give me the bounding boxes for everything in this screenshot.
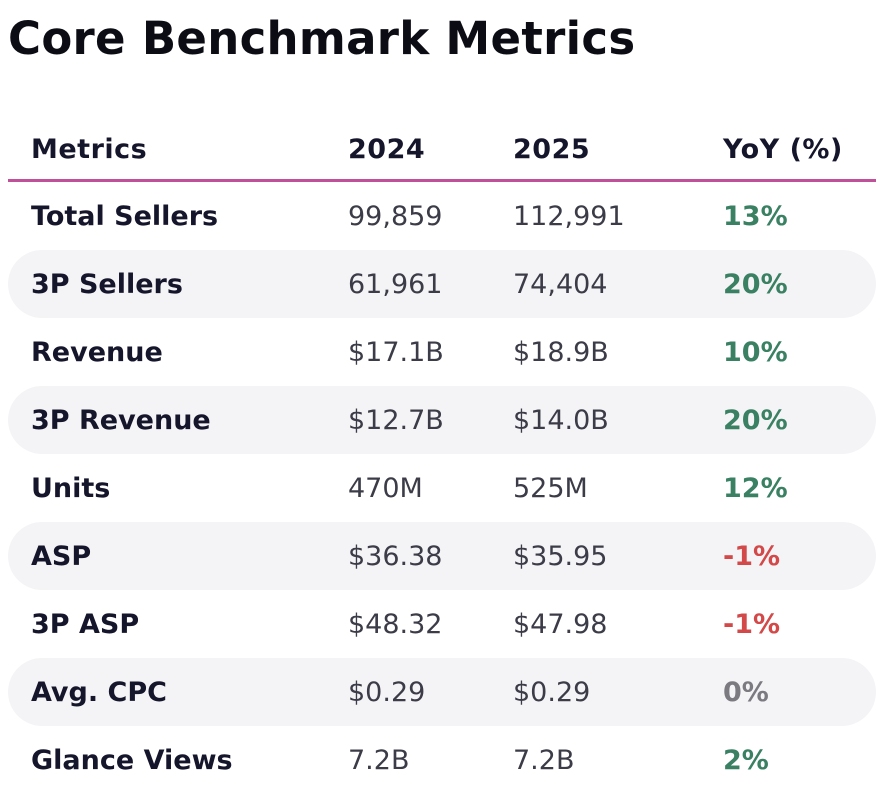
value-2024: 99,859 (348, 200, 443, 232)
header-2025: 2025 (513, 134, 591, 165)
metrics-table: Metrics 2024 2025 YoY (%) Total Sellers … (8, 120, 876, 794)
yoy-value: 13% (723, 200, 788, 232)
table-row: 3P Sellers 61,961 74,404 20% (8, 250, 876, 318)
value-2025: $47.98 (513, 608, 608, 640)
yoy-value: -1% (723, 608, 781, 640)
value-2024: $0.29 (348, 676, 426, 708)
table-row: ASP $36.38 $35.95 -1% (8, 522, 876, 590)
yoy-value: 0% (723, 676, 769, 708)
header-metrics: Metrics (31, 134, 148, 165)
yoy-value: 2% (723, 744, 769, 776)
yoy-value: 20% (723, 268, 788, 300)
table-row: 3P Revenue $12.7B $14.0B 20% (8, 386, 876, 454)
header-2024: 2024 (348, 134, 426, 165)
value-2025: $18.9B (513, 336, 609, 368)
metric-name: Revenue (31, 336, 163, 368)
table-row: Revenue $17.1B $18.9B 10% (8, 318, 876, 386)
yoy-value: 12% (723, 472, 788, 504)
header-yoy: YoY (%) (723, 134, 843, 165)
table-header: Metrics 2024 2025 YoY (%) (8, 120, 876, 182)
table-row: Total Sellers 99,859 112,991 13% (8, 182, 876, 250)
metric-name: ASP (31, 540, 92, 572)
value-2025: 7.2B (513, 744, 575, 776)
value-2024: $12.7B (348, 404, 444, 436)
metric-name: Glance Views (31, 744, 233, 776)
metric-name: Total Sellers (31, 200, 219, 232)
value-2024: 470M (348, 472, 423, 504)
value-2025: $35.95 (513, 540, 608, 572)
value-2025: $14.0B (513, 404, 609, 436)
value-2025: 112,991 (513, 200, 625, 232)
yoy-value: 20% (723, 404, 788, 436)
metric-name: 3P ASP (31, 608, 140, 640)
value-2024: 61,961 (348, 268, 443, 300)
value-2024: 7.2B (348, 744, 410, 776)
value-2024: $17.1B (348, 336, 444, 368)
value-2025: $0.29 (513, 676, 591, 708)
value-2025: 525M (513, 472, 588, 504)
metric-name: Avg. CPC (31, 676, 167, 708)
metric-name: Units (31, 472, 111, 504)
page-title: Core Benchmark Metrics (8, 12, 636, 65)
yoy-value: -1% (723, 540, 781, 572)
metric-name: 3P Revenue (31, 404, 211, 436)
metric-name: 3P Sellers (31, 268, 183, 300)
yoy-value: 10% (723, 336, 788, 368)
table-row: Units 470M 525M 12% (8, 454, 876, 522)
table-row: Glance Views 7.2B 7.2B 2% (8, 726, 876, 794)
value-2024: $36.38 (348, 540, 443, 572)
value-2024: $48.32 (348, 608, 443, 640)
table-row: 3P ASP $48.32 $47.98 -1% (8, 590, 876, 658)
value-2025: 74,404 (513, 268, 608, 300)
table-row: Avg. CPC $0.29 $0.29 0% (8, 658, 876, 726)
